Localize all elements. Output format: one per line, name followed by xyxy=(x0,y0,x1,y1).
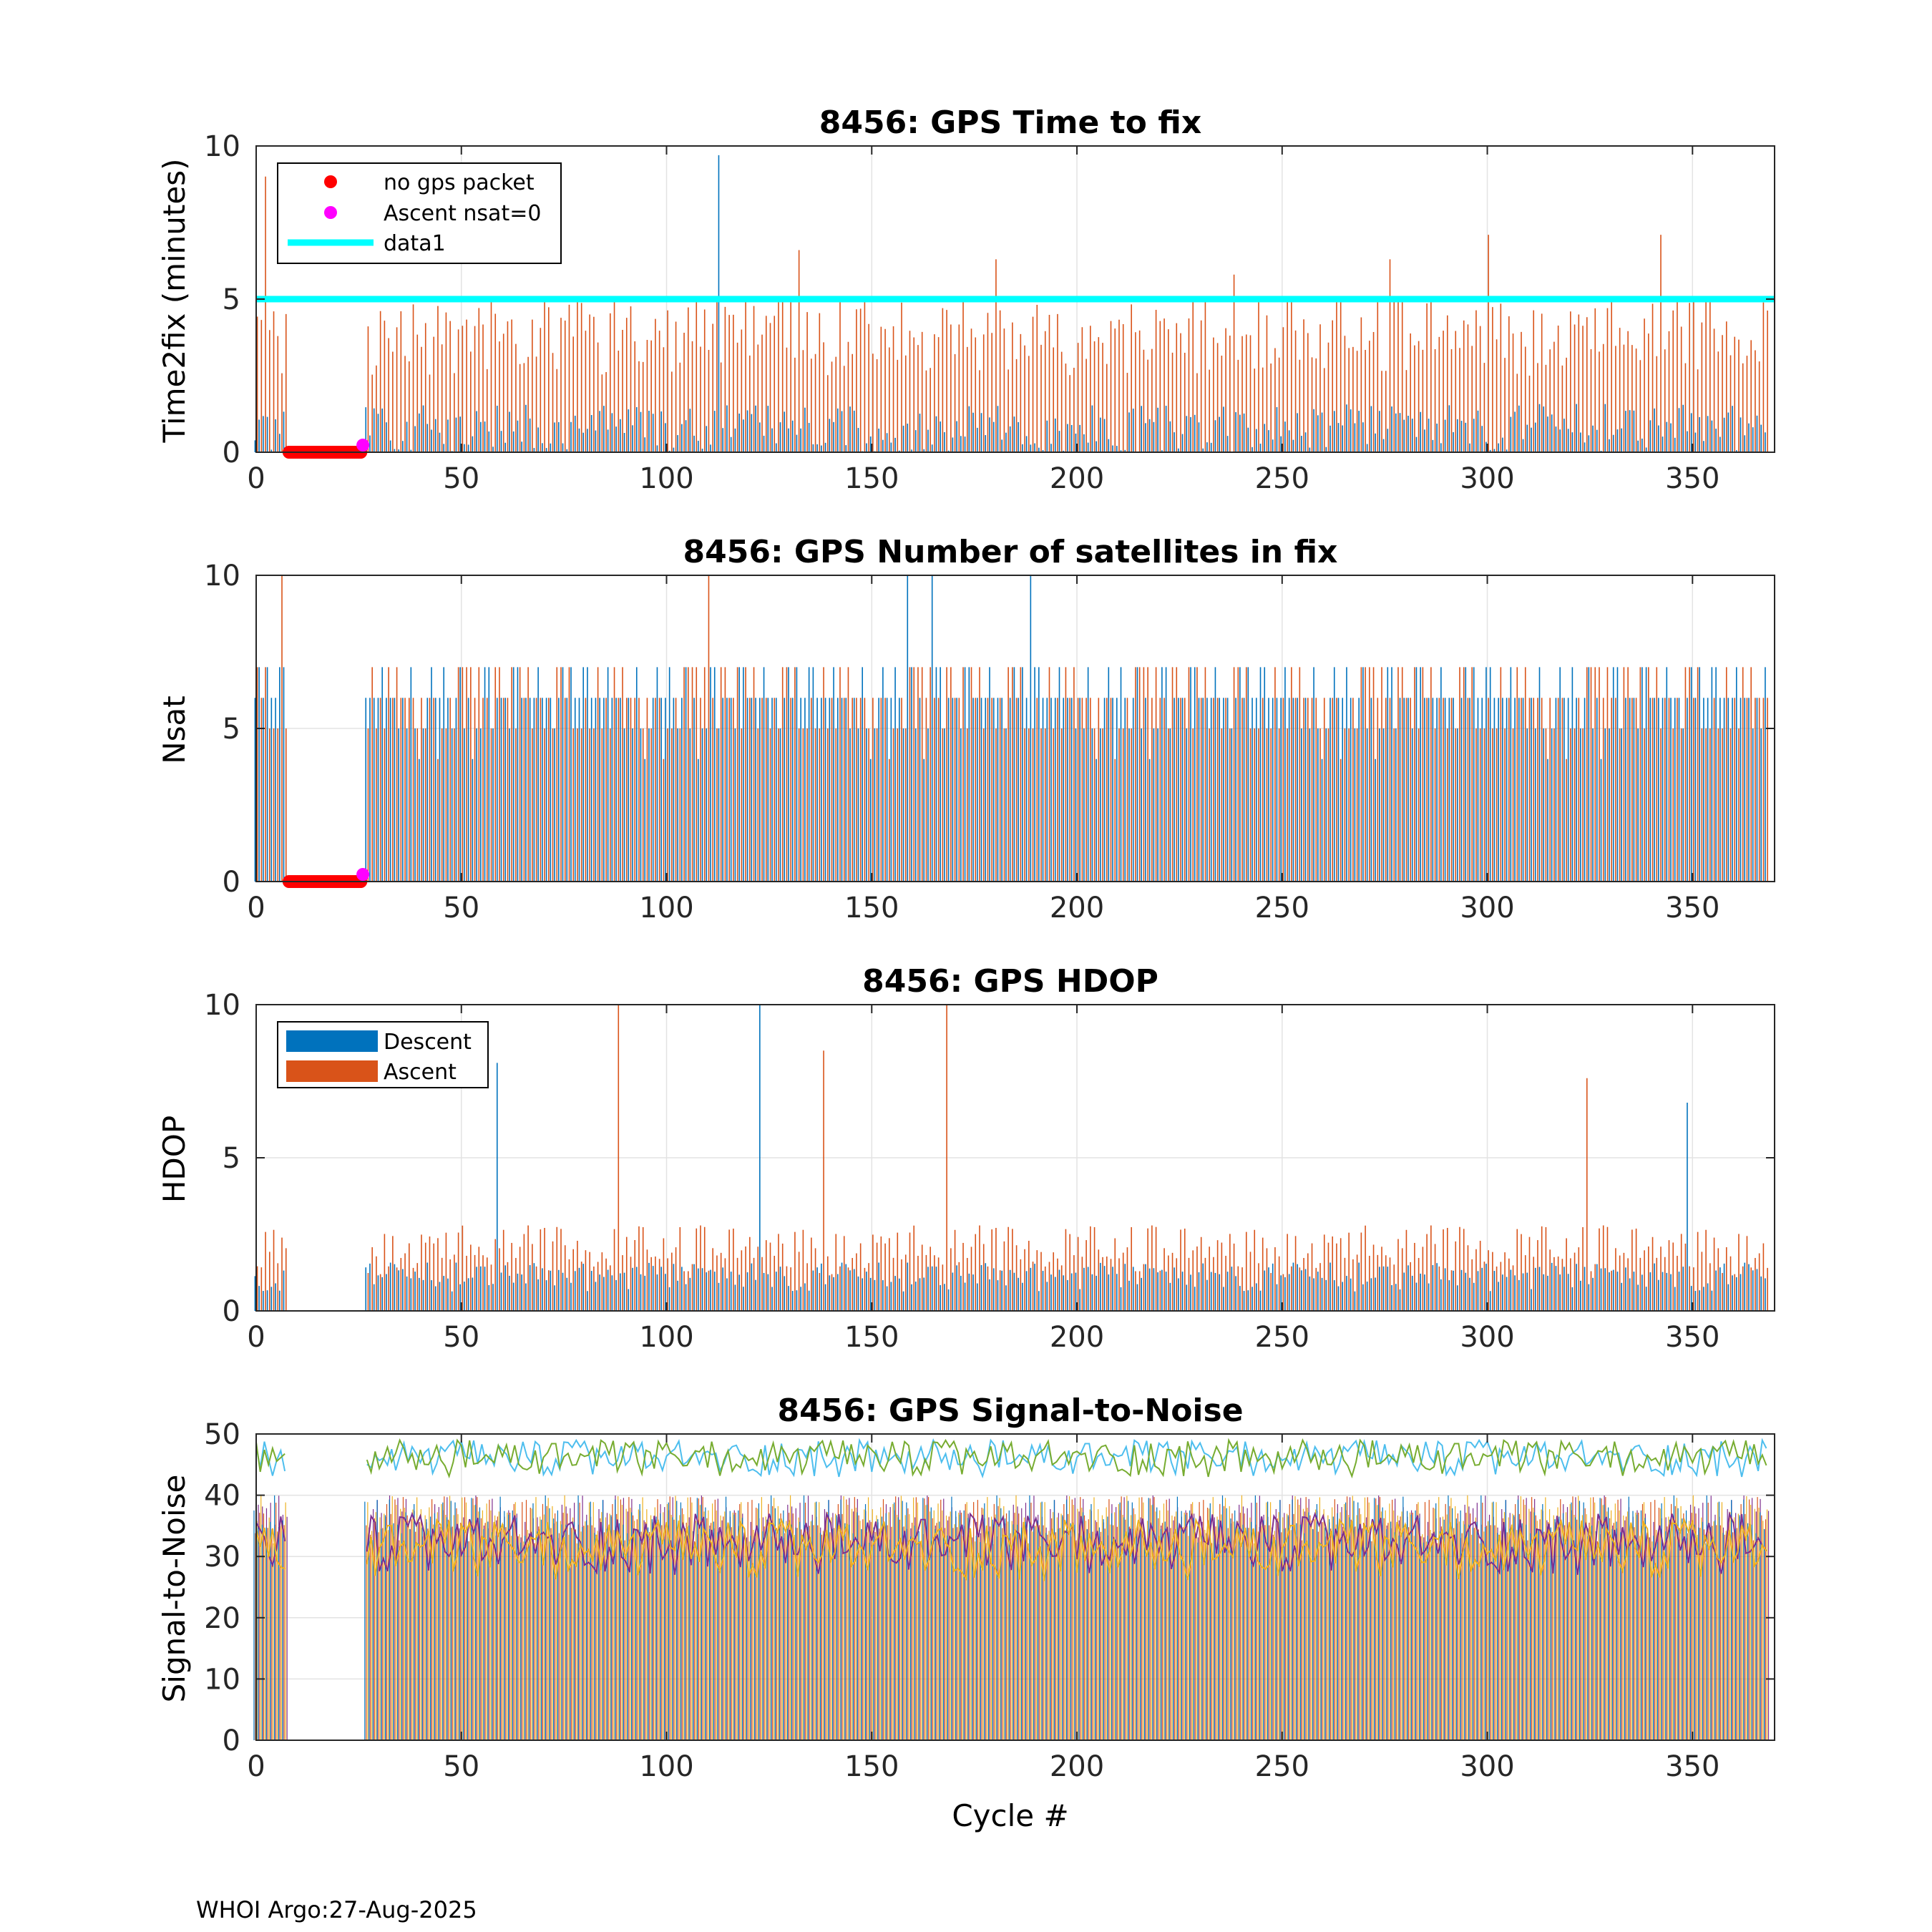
x-tick-label: 200 xyxy=(1050,1321,1104,1354)
chart-title: 8456: GPS Signal-to-Noise xyxy=(777,1392,1243,1429)
legend-no-packet-marker xyxy=(324,175,337,188)
x-tick-label: 200 xyxy=(1050,462,1104,495)
legend-ascent-label: Ascent xyxy=(384,1060,457,1085)
snr-3-line xyxy=(366,1511,1767,1575)
legend-descent-swatch xyxy=(286,1030,378,1052)
y-tick-label: 0 xyxy=(223,1724,240,1757)
y-tick-label: 10 xyxy=(204,1663,240,1696)
chart-title: 8456: GPS HDOP xyxy=(862,963,1158,1000)
x-tick-label: 200 xyxy=(1050,892,1104,924)
y-axis-label: Nsat xyxy=(157,696,192,764)
x-tick-label: 150 xyxy=(844,462,899,495)
x-tick-label: 0 xyxy=(247,1750,265,1783)
axes-frame xyxy=(255,1433,1775,1741)
legend-nsat0-label: Ascent nsat=0 xyxy=(384,201,541,226)
x-tick-label: 100 xyxy=(639,462,693,495)
x-tick-label: 0 xyxy=(247,462,265,495)
legend-no-packet-label: no gps packet xyxy=(384,170,535,195)
x-tick-label: 100 xyxy=(639,1750,693,1783)
x-tick-label: 50 xyxy=(443,1750,479,1783)
x-tick-label: 100 xyxy=(639,892,693,924)
panel-hdop: 0 50 100 150 200 250 300 350 0 5 10 8456: GPS HDOP… xyxy=(157,963,1775,1354)
ascent-nsat0-marker xyxy=(356,439,370,452)
x-tick-label: 300 xyxy=(1460,892,1514,924)
legend-descent-label: Descent xyxy=(384,1030,472,1055)
x-tick-label: 250 xyxy=(1255,462,1309,495)
panel-nsat: 0 50 100 150 200 250 300 350 0 5 10 8456: GPS Numb… xyxy=(157,534,1775,924)
x-tick-label: 300 xyxy=(1460,1750,1514,1783)
x-axis-label: Cycle # xyxy=(952,1798,1068,1833)
legend: Descent Ascent xyxy=(277,1021,489,1088)
y-tick-label: 10 xyxy=(204,989,240,1022)
x-tick-label: 0 xyxy=(247,1321,265,1354)
y-tick-label: 30 xyxy=(204,1541,240,1574)
x-tick-label: 300 xyxy=(1460,1321,1514,1354)
legend-nsat0-marker xyxy=(324,206,337,219)
x-tick-label: 150 xyxy=(844,1750,899,1783)
x-tick-label: 50 xyxy=(443,892,479,924)
x-tick-label: 350 xyxy=(1665,892,1719,924)
y-tick-label: 20 xyxy=(204,1602,240,1635)
y-axis-label: HDOP xyxy=(157,1116,192,1203)
x-tick-label: 150 xyxy=(844,1321,899,1354)
legend: no gps packet Ascent nsat=0 data1 xyxy=(277,162,562,264)
x-tick-label: 250 xyxy=(1255,892,1309,924)
y-tick-label: 10 xyxy=(204,130,240,163)
x-tick-label: 250 xyxy=(1255,1750,1309,1783)
chart-title: 8456: GPS Time to fix xyxy=(819,104,1201,141)
x-tick-label: 0 xyxy=(247,892,265,924)
snr-2-line xyxy=(366,1438,1767,1479)
panel-snr: 0 50 100 150 200 250 300 350 0 10 20 30 40 50 8456: G… xyxy=(157,1392,1775,1833)
y-tick-label: 0 xyxy=(223,1295,240,1328)
ascent-nsat0-marker xyxy=(356,868,370,881)
snr-2-line xyxy=(255,1442,286,1473)
y-axis-label: Signal-to-Noise xyxy=(157,1475,192,1703)
y-tick-label: 0 xyxy=(223,436,240,469)
y-tick-label: 0 xyxy=(223,866,240,899)
x-tick-label: 300 xyxy=(1460,462,1514,495)
snr-4-line xyxy=(366,1517,1767,1581)
x-tick-label: 250 xyxy=(1255,1321,1309,1354)
x-tick-label: 100 xyxy=(639,1321,693,1354)
y-tick-label: 5 xyxy=(223,713,240,746)
snr-1-line xyxy=(255,1441,286,1476)
footer-text: WHOI Argo:27-Aug-2025 xyxy=(196,1896,477,1923)
x-tick-label: 350 xyxy=(1665,1750,1719,1783)
x-tick-label: 150 xyxy=(844,892,899,924)
y-tick-label: 40 xyxy=(204,1480,240,1513)
y-tick-label: 5 xyxy=(223,283,240,316)
legend-ascent-swatch xyxy=(286,1060,378,1082)
y-tick-label: 10 xyxy=(204,560,240,592)
snr-4-line xyxy=(255,1527,286,1570)
y-axis-label: Time2fix (minutes) xyxy=(157,159,192,444)
y-tick-label: 5 xyxy=(223,1142,240,1175)
x-tick-label: 200 xyxy=(1050,1750,1104,1783)
x-tick-label: 50 xyxy=(443,1321,479,1354)
legend-data1-label: data1 xyxy=(384,231,446,256)
panel-time-to-fix: 0 50 100 150 200 250 300 350 0 5 10 8456: GPS Time… xyxy=(157,104,1775,495)
x-tick-label: 350 xyxy=(1665,1321,1719,1354)
chart-title: 8456: GPS Number of satellites in fix xyxy=(683,534,1338,570)
y-tick-label: 50 xyxy=(204,1418,240,1451)
x-tick-label: 350 xyxy=(1665,462,1719,495)
snr-3-line xyxy=(255,1516,286,1568)
x-tick-label: 50 xyxy=(443,462,479,495)
